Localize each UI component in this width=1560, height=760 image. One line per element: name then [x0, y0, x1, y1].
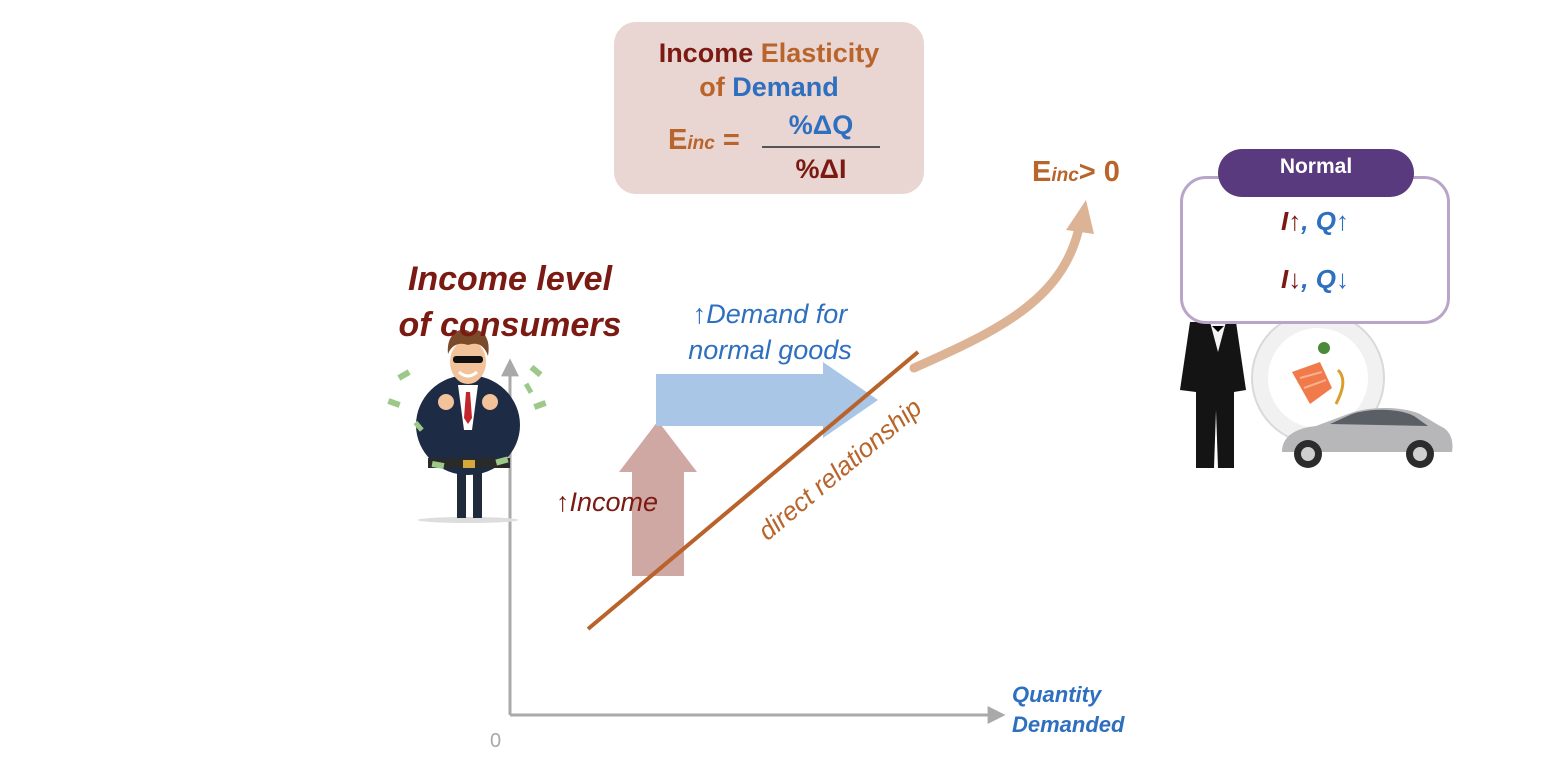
- salmon-dish-icon: [1251, 311, 1385, 445]
- businessman-money-icon: [387, 329, 547, 523]
- formula-title-line1: Income Elasticity: [614, 36, 924, 70]
- curved-arrow: [909, 227, 1083, 373]
- normal-rule-decrease: I↓, Q↓: [1180, 264, 1450, 295]
- demand-label: ↑Demand for normal goods: [660, 296, 880, 368]
- demand-label-line2: normal goods: [688, 335, 852, 365]
- elasticity-rest: > 0: [1078, 156, 1120, 188]
- income-up-icon: ↑: [556, 487, 570, 517]
- direct-relationship-line: [586, 350, 920, 631]
- x-axis-label: Quantity Demanded: [1012, 680, 1124, 740]
- rule1-income: I↑: [1281, 206, 1302, 236]
- formula-title-demand: Demand: [732, 72, 839, 102]
- origin-label: 0: [490, 730, 502, 752]
- x-axis-label-line2: Demanded: [1012, 712, 1125, 737]
- tuxedo-icon: [1180, 308, 1246, 468]
- normal-pill: Normal: [1218, 149, 1414, 197]
- rule2-sep: ,: [1301, 264, 1309, 294]
- rule2-quantity: Q↓: [1315, 264, 1349, 294]
- normal-rule-increase: I↑, Q↑: [1180, 206, 1450, 237]
- formula-title-elasticity: Elasticity: [760, 38, 880, 68]
- elasticity-positive-label: Einc> 0: [1032, 156, 1120, 189]
- income-level-line2: of consumers: [398, 306, 622, 344]
- elasticity-main: E: [1032, 156, 1052, 188]
- rule1-sep: ,: [1301, 206, 1309, 236]
- demand-up-icon: ↑: [692, 299, 707, 329]
- formula-title-of: of: [699, 72, 725, 102]
- normal-goods-box: [1180, 176, 1450, 324]
- income-level-title: Income level of consumers: [360, 256, 660, 348]
- formula-equals: =: [722, 124, 740, 156]
- rule2-income: I↓: [1281, 264, 1302, 294]
- fraction-bar: [762, 146, 880, 148]
- car-icon: [1282, 408, 1453, 468]
- demand-right-arrow: [656, 362, 878, 438]
- formula-box: Income Elasticity of Demand Einc = %ΔQ %…: [614, 22, 924, 194]
- income-up-arrow: [619, 421, 697, 576]
- elasticity-sub: inc: [1051, 165, 1079, 186]
- formula-lhs-main: E: [668, 124, 688, 156]
- x-axis-label-line1: Quantity: [1012, 682, 1102, 707]
- income-level-line1: Income level: [407, 260, 613, 298]
- income-label: ↑Income: [556, 484, 658, 520]
- formula-numerator: %ΔQ: [788, 110, 854, 140]
- rule1-quantity: Q↑: [1315, 206, 1349, 236]
- formula-denominator: %ΔI: [795, 154, 847, 184]
- formula-lhs: Einc =: [668, 124, 740, 157]
- income-label-text: Income: [569, 487, 659, 517]
- curved-arrowhead: [1066, 200, 1094, 234]
- formula-title-income: Income: [658, 38, 754, 68]
- demand-label-line1: Demand for: [706, 299, 848, 329]
- formula-lhs-sub: inc: [687, 133, 715, 154]
- formula-title-line2: of Demand: [614, 70, 924, 104]
